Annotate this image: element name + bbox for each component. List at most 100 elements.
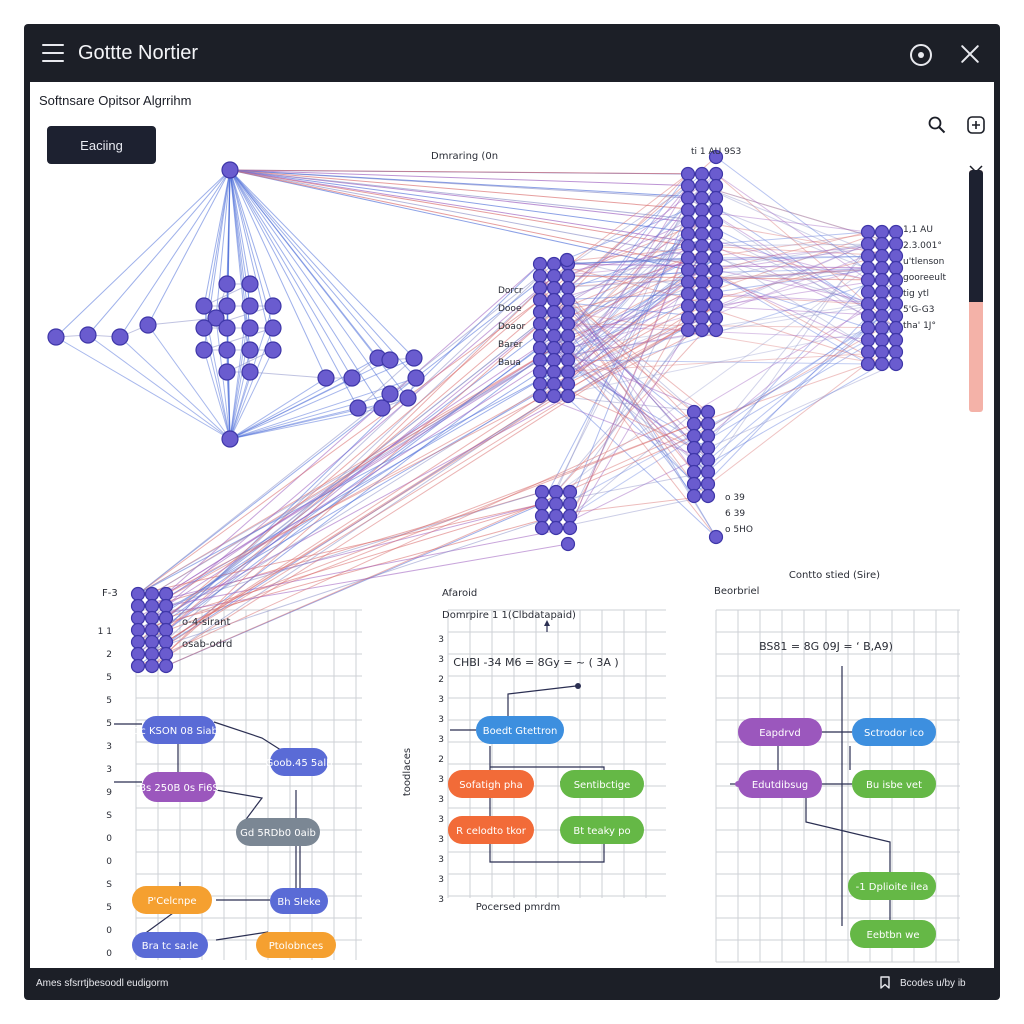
graph-node xyxy=(708,529,724,545)
graph-edge xyxy=(555,459,695,529)
flow-connector xyxy=(213,721,285,753)
panel2-tick: 2 xyxy=(438,755,444,765)
graph-edge xyxy=(229,169,703,259)
graph-node xyxy=(708,310,724,326)
graph-edge xyxy=(553,351,897,373)
graph-node xyxy=(686,416,702,432)
graph-node xyxy=(888,260,904,276)
graph-edge xyxy=(569,209,703,529)
graph-node xyxy=(560,280,576,296)
panel2-tick: 3 xyxy=(438,795,444,805)
graph-edge xyxy=(693,351,883,497)
graph-edge xyxy=(567,269,703,373)
graph-edge xyxy=(165,281,717,643)
graph-node xyxy=(888,236,904,252)
graph-edge xyxy=(553,243,897,277)
menu-icon[interactable] xyxy=(42,42,66,64)
add-frame-icon[interactable] xyxy=(967,116,985,134)
graph-edge xyxy=(151,359,541,595)
graph-node xyxy=(860,260,876,276)
graph-edge xyxy=(229,169,703,187)
graph-node xyxy=(680,238,696,254)
graph-edge xyxy=(715,269,883,305)
graph-edge xyxy=(567,329,703,397)
graph-node xyxy=(860,272,876,288)
graph-edge xyxy=(165,305,717,595)
graph-edge xyxy=(137,259,568,595)
search-icon[interactable] xyxy=(928,116,946,134)
column-label: Dorcr xyxy=(498,286,523,296)
graph-node xyxy=(874,248,890,264)
graph-node xyxy=(700,440,716,456)
graph-edge xyxy=(165,275,555,655)
panel1-tick: 9 xyxy=(106,788,112,798)
graph-edge xyxy=(229,169,251,285)
graph-node xyxy=(241,363,259,381)
graph-node xyxy=(874,356,890,372)
graph-node xyxy=(560,376,576,392)
graph-node xyxy=(888,332,904,348)
graph-node xyxy=(546,292,562,308)
graph-edge xyxy=(229,359,391,440)
graph-edge xyxy=(137,503,543,607)
graph-edge xyxy=(701,267,883,295)
graph-edge xyxy=(137,299,541,595)
graph-node xyxy=(532,268,548,284)
graph-node xyxy=(874,308,890,324)
graph-edge xyxy=(357,357,415,409)
flow-connector xyxy=(489,842,605,863)
graph-node xyxy=(130,610,146,626)
panel1-node-label: Bs 250B 0s Fi6S xyxy=(139,783,219,794)
graph-node xyxy=(700,428,716,444)
stack-label: o-4-sirant xyxy=(182,617,230,628)
graph-node xyxy=(548,496,564,512)
panel3-node-label: Bu isbe vet xyxy=(866,780,922,791)
graph-edge xyxy=(567,267,897,277)
graph-edge xyxy=(229,169,689,271)
panel1-node-label: Ptolobnces xyxy=(269,941,324,952)
graph-edge xyxy=(229,169,717,199)
scrollbar-thumb[interactable] xyxy=(969,170,983,302)
panel1-tick: 0 xyxy=(106,857,112,867)
column-label: Barer xyxy=(498,340,523,350)
graph-node xyxy=(532,304,548,320)
graph-node xyxy=(218,363,236,381)
graph-node xyxy=(680,226,696,242)
graph-node xyxy=(534,496,550,512)
graph-node xyxy=(708,262,724,278)
graph-node xyxy=(548,508,564,524)
graph-edge xyxy=(137,371,555,595)
target-icon[interactable] xyxy=(910,44,932,66)
close-window-icon[interactable] xyxy=(960,44,980,64)
bookmark-icon[interactable] xyxy=(880,976,890,989)
panel1-node-shape xyxy=(256,932,336,958)
graph-node xyxy=(221,161,239,179)
graph-edge xyxy=(229,169,415,359)
graph-node xyxy=(874,344,890,360)
graph-edge xyxy=(567,269,689,325)
panel2-node-label: Bt teaky po xyxy=(573,826,630,837)
graph-edge xyxy=(215,169,231,319)
vertical-scrollbar[interactable] xyxy=(969,170,983,412)
graph-node xyxy=(264,341,282,359)
flowchart-layer: 1c KSON 08 Siabe Goob.45 5alb Bs 250B 0s F… xyxy=(114,620,936,958)
graph-node xyxy=(207,309,225,327)
graph-edge xyxy=(229,169,274,351)
graph-edge xyxy=(553,347,709,497)
graph-edge xyxy=(553,185,689,277)
enable-button[interactable]: Eaciing xyxy=(47,126,156,164)
graph-node xyxy=(694,310,710,326)
panel1-tick: 0 xyxy=(106,926,112,936)
graph-node xyxy=(860,344,876,360)
graph-node xyxy=(144,598,160,614)
graph-edge xyxy=(249,371,327,379)
graph-edge xyxy=(567,243,897,373)
graph-edge xyxy=(567,221,703,349)
graph-node xyxy=(694,166,710,182)
graph-edge xyxy=(567,311,709,425)
graph-node xyxy=(560,536,576,552)
graph-edge xyxy=(229,169,383,409)
graph-edge xyxy=(553,395,709,413)
graph-node xyxy=(680,298,696,314)
panel2-tick: 3 xyxy=(438,775,444,785)
